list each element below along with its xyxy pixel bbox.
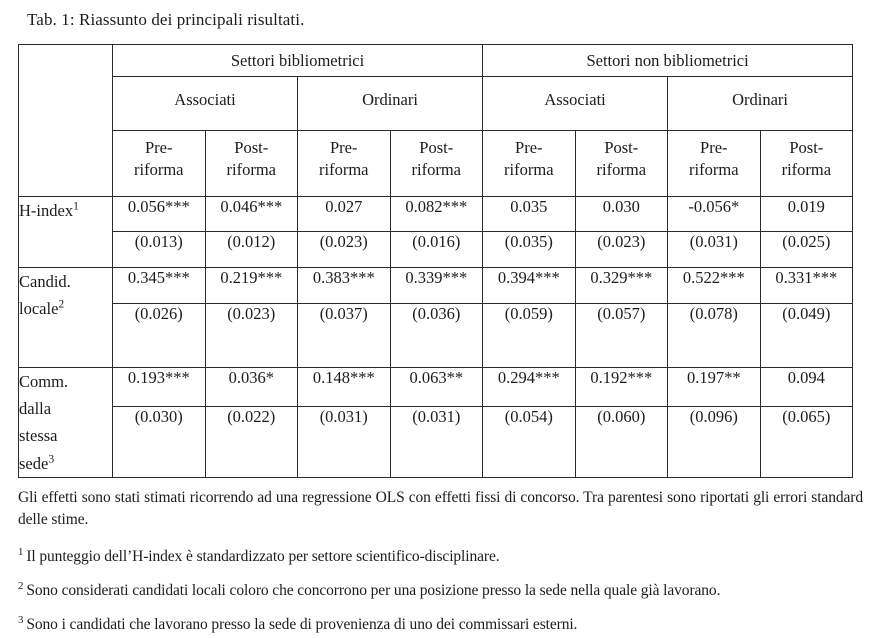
footnote-2: 2 Sono considerati candidati locali color… bbox=[18, 579, 863, 600]
column-header: Post- riforma bbox=[759, 130, 854, 197]
stderr-cell: (0.035) bbox=[482, 231, 576, 268]
stderr-cell: (0.030) bbox=[112, 406, 206, 478]
stderr-cell: (0.049) bbox=[759, 303, 854, 368]
subgroup-header: Ordinari bbox=[296, 76, 484, 131]
coefficient-cell: 0.148*** bbox=[297, 366, 391, 408]
coefficient-cell: 0.522*** bbox=[667, 267, 761, 304]
coefficient-cell: 0.339*** bbox=[389, 267, 484, 304]
group-header-bibliometrici: Settori bibliometrici bbox=[111, 44, 484, 77]
table-row: H-index1 0.056*** 0.046*** 0.027 0.082**… bbox=[18, 196, 854, 268]
row-label-text: Candid. locale bbox=[19, 272, 71, 319]
row-label-text: Comm. dalla stessa sede bbox=[19, 372, 69, 473]
stderr-cell: (0.059) bbox=[482, 303, 576, 368]
coefficient-cell: 0.030 bbox=[574, 196, 669, 232]
coefficient-cell: 0.192*** bbox=[574, 366, 669, 408]
subgroup-header: Associati bbox=[482, 76, 669, 131]
column-header: Pre- riforma bbox=[482, 130, 576, 197]
stderr-cell: (0.023) bbox=[574, 231, 669, 268]
table-title: Tab. 1: Riassunto dei principali risulta… bbox=[27, 10, 305, 29]
stderr-cell: (0.026) bbox=[112, 303, 206, 368]
footnote-text: Sono considerati candidati locali coloro… bbox=[26, 581, 721, 599]
coefficient-cell: 0.082*** bbox=[389, 196, 484, 232]
footnote-1: 1 Il punteggio dell’H-index è standardizz… bbox=[18, 545, 863, 566]
table-row: Comm. dalla stessa sede3 0.193*** 0.036*… bbox=[18, 366, 854, 478]
coefficient-cell: 0.063** bbox=[389, 366, 484, 408]
coefficient-cell: 0.197** bbox=[667, 366, 761, 408]
coefficient-cell: 0.345*** bbox=[112, 267, 206, 304]
footnote-text: Sono i candidati che lavorano presso la … bbox=[26, 615, 578, 633]
coefficient-cell: 0.056*** bbox=[112, 196, 206, 232]
stderr-cell: (0.054) bbox=[482, 406, 576, 478]
subgroup-header-row: Associati Ordinari Associati Ordinari bbox=[19, 76, 854, 131]
stderr-cell: (0.065) bbox=[759, 406, 854, 478]
stderr-cell: (0.096) bbox=[667, 406, 761, 478]
subgroup-header: Associati bbox=[112, 76, 298, 131]
coefficient-cell: 0.027 bbox=[297, 196, 391, 232]
column-header: Pre- riforma bbox=[112, 130, 206, 197]
stderr-cell: (0.025) bbox=[759, 231, 854, 268]
row-label-h-index: H-index1 bbox=[18, 196, 113, 268]
coefficient-cell: 0.036* bbox=[204, 366, 298, 408]
coefficient-cell: 0.383*** bbox=[297, 267, 391, 304]
group-header-non-bibliometrici: Settori non bibliometrici bbox=[482, 44, 854, 77]
subgroup-header: Ordinari bbox=[667, 76, 854, 131]
row-label-commissario-stessa-sede: Comm. dalla stessa sede3 bbox=[18, 367, 113, 478]
table-row: Candid. locale2 0.345*** 0.219*** 0.383*… bbox=[18, 267, 854, 368]
row-label-text: H-index bbox=[19, 201, 74, 220]
coefficient-cell: 0.094 bbox=[759, 366, 854, 408]
table-row-stderr: (0.030) (0.022) (0.031) (0.031) (0.054) … bbox=[19, 406, 854, 478]
footnote-marker: 2 bbox=[58, 298, 65, 311]
coefficient-cell: 0.035 bbox=[482, 196, 576, 232]
stderr-cell: (0.057) bbox=[574, 303, 669, 368]
coefficient-cell: 0.329*** bbox=[574, 267, 669, 304]
stderr-cell: (0.013) bbox=[112, 231, 206, 268]
page: Tab. 1: Riassunto dei principali risulta… bbox=[18, 10, 863, 634]
coefficient-cell: 0.331*** bbox=[759, 267, 854, 304]
coefficient-cell: -0.056* bbox=[667, 196, 761, 232]
coefficient-cell: 0.046*** bbox=[204, 196, 298, 232]
footnote-marker: 1 bbox=[18, 545, 24, 558]
column-header-row: Pre- riforma Post- riforma Pre- riforma … bbox=[19, 130, 854, 197]
stderr-cell: (0.031) bbox=[667, 231, 761, 268]
stderr-cell: (0.060) bbox=[574, 406, 669, 478]
coefficient-cell: 0.193*** bbox=[112, 366, 206, 408]
column-header: Post- riforma bbox=[574, 130, 669, 197]
coefficient-cell: 0.219*** bbox=[204, 267, 298, 304]
footnote-3: 3 Sono i candidati che lavorano presso la… bbox=[18, 613, 863, 634]
coefficient-cell: 0.019 bbox=[759, 196, 854, 232]
corner-cell bbox=[18, 44, 113, 197]
results-table: Settori bibliometrici Settori non biblio… bbox=[18, 44, 854, 478]
column-header: Pre- riforma bbox=[297, 130, 391, 197]
footnote-marker: 3 bbox=[48, 453, 55, 466]
footnote-marker: 2 bbox=[18, 579, 24, 592]
stderr-cell: (0.022) bbox=[204, 406, 298, 478]
footnote-marker: 1 bbox=[73, 200, 79, 213]
stderr-cell: (0.031) bbox=[389, 406, 484, 478]
column-header: Post- riforma bbox=[389, 130, 484, 197]
stderr-cell: (0.023) bbox=[297, 231, 391, 268]
group-header-row: Settori bibliometrici Settori non biblio… bbox=[18, 44, 854, 197]
table-general-note: Gli effetti sono stati stimati ricorrend… bbox=[18, 488, 863, 529]
coefficient-cell: 0.394*** bbox=[482, 267, 576, 304]
stderr-cell: (0.037) bbox=[297, 303, 391, 368]
stderr-cell: (0.031) bbox=[297, 406, 391, 478]
table-row-stderr: (0.026) (0.023) (0.037) (0.036) (0.059) … bbox=[19, 303, 854, 368]
stderr-cell: (0.016) bbox=[389, 231, 484, 268]
stderr-cell: (0.036) bbox=[389, 303, 484, 368]
row-label-candidato-locale: Candid. locale2 bbox=[18, 267, 113, 368]
table-row-stderr: (0.013) (0.012) (0.023) (0.016) (0.035) … bbox=[19, 231, 854, 268]
column-header: Pre- riforma bbox=[667, 130, 761, 197]
footnote-marker: 3 bbox=[18, 613, 24, 626]
stderr-cell: (0.012) bbox=[204, 231, 298, 268]
column-header: Post- riforma bbox=[204, 130, 298, 197]
coefficient-cell: 0.294*** bbox=[482, 366, 576, 408]
stderr-cell: (0.023) bbox=[204, 303, 298, 368]
footnote-text: Il punteggio dell’H-index è standardizza… bbox=[26, 547, 500, 565]
stderr-cell: (0.078) bbox=[667, 303, 761, 368]
